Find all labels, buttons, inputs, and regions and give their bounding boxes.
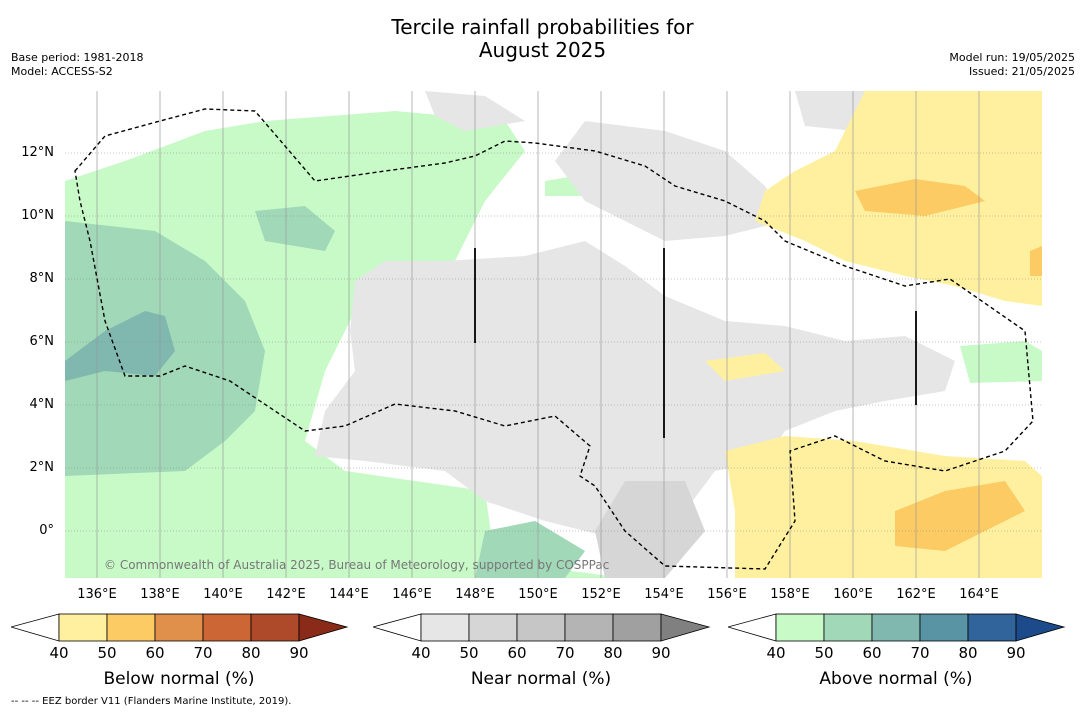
colorbar-tick: 40: [766, 644, 786, 662]
above-normal-region: [255, 206, 335, 251]
x-tick-label: 138°E: [140, 587, 180, 602]
above-normal-region: [65, 311, 175, 381]
colorbar-tick: 70: [910, 644, 930, 662]
map-title-line1: Tercile rainfall probabilities for: [391, 15, 694, 39]
x-tick-label: 160°E: [833, 587, 873, 602]
x-tick-label: 156°E: [707, 587, 747, 602]
near-normal-region: [595, 481, 705, 578]
colorbar-tick: 80: [603, 644, 623, 662]
x-tick-label: 162°E: [896, 587, 936, 602]
y-tick-label: 2°N: [29, 460, 55, 475]
colorbar-tick: 90: [651, 644, 671, 662]
below-normal-region: [855, 179, 985, 216]
map-title-line2: August 2025: [478, 38, 607, 62]
x-tick-label: 144°E: [329, 587, 369, 602]
colorbar-tick: 60: [507, 644, 527, 662]
eez-border: [74, 108, 1034, 570]
copyright-notice: © Commonwealth of Australia 2025, Bureau…: [104, 558, 610, 572]
x-tick-label: 146°E: [392, 587, 432, 602]
colorbar-label: Below normal (%): [103, 669, 255, 689]
colorbar: [373, 613, 711, 642]
colorbar-tick: 80: [958, 644, 978, 662]
above-normal-region: [960, 341, 1042, 383]
x-tick-label: 148°E: [455, 587, 495, 602]
colorbar-tick: 90: [289, 644, 309, 662]
colorbar-tick: 50: [814, 644, 834, 662]
x-tick-label: 150°E: [518, 587, 558, 602]
colorbar-tick: 50: [459, 644, 479, 662]
x-tick-label: 158°E: [770, 587, 810, 602]
above-normal-region: [475, 521, 585, 578]
base-period: Base period: 1981-2018: [11, 51, 144, 64]
y-tick-label: 0°: [39, 523, 54, 538]
x-tick-label: 140°E: [203, 587, 243, 602]
y-tick-label: 12°N: [21, 145, 54, 160]
eez-footnote: -- -- -- EEZ border V11 (Flanders Marine…: [11, 696, 292, 707]
colorbar-tick: 40: [49, 644, 69, 662]
below-normal-region: [725, 436, 1042, 578]
colorbar: [728, 613, 1066, 642]
colorbar-tick: 50: [97, 644, 117, 662]
near-normal-region: [555, 121, 785, 241]
model-name: Model: ACCESS-S2: [11, 65, 113, 78]
colorbar-tick: 70: [193, 644, 213, 662]
x-tick-label: 152°E: [581, 587, 621, 602]
below-normal-region: [1030, 246, 1042, 276]
issued-date: Issued: 21/05/2025: [968, 65, 1075, 78]
colorbar-tick: 70: [555, 644, 575, 662]
colorbar-tick: 90: [1006, 644, 1026, 662]
x-tick-label: 154°E: [644, 587, 684, 602]
colorbar: [11, 613, 349, 642]
y-tick-label: 10°N: [21, 208, 54, 223]
model-run: Model run: 19/05/2025: [949, 51, 1075, 64]
x-tick-label: 164°E: [959, 587, 999, 602]
colorbar-label: Near normal (%): [470, 669, 612, 689]
colorbar-tick: 40: [411, 644, 431, 662]
y-tick-label: 6°N: [29, 334, 55, 349]
y-tick-label: 4°N: [29, 397, 55, 412]
below-normal-region: [895, 481, 1025, 551]
y-tick-label: 8°N: [29, 271, 55, 286]
colorbar-label: Above normal (%): [819, 669, 973, 689]
colorbar-tick: 60: [862, 644, 882, 662]
above-normal-region: [65, 111, 625, 578]
colorbar-tick: 60: [145, 644, 165, 662]
probability-map: [65, 91, 1042, 578]
below-normal-region: [705, 353, 785, 381]
x-tick-label: 142°E: [266, 587, 306, 602]
colorbar-tick: 80: [241, 644, 261, 662]
x-tick-label: 136°E: [77, 587, 117, 602]
near-normal-region: [795, 91, 865, 131]
